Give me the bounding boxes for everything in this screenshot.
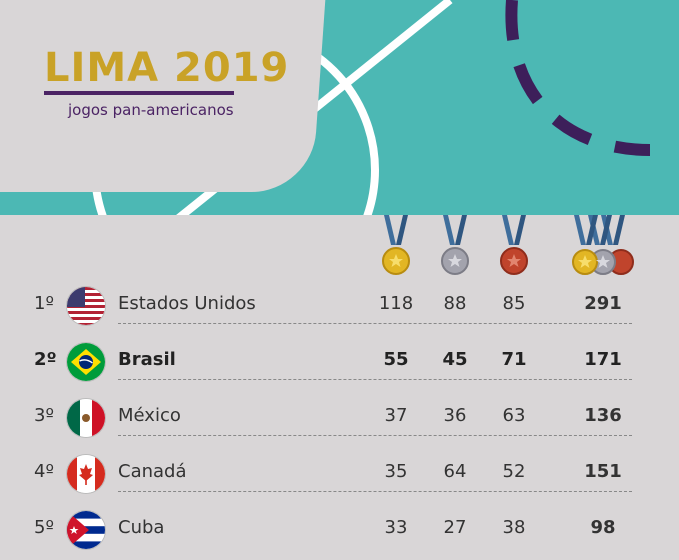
rank: 2º	[34, 349, 57, 370]
silver-count: 36	[443, 405, 467, 426]
gold-count: 55	[383, 349, 409, 370]
table-row: 5º Cuba 33 27 38 98	[0, 500, 679, 556]
logo-underline	[44, 91, 234, 95]
rank: 3º	[34, 405, 54, 426]
total-count: 291	[584, 293, 622, 314]
rank: 1º	[34, 293, 54, 314]
total-count: 151	[584, 461, 622, 482]
gold-medal-icon	[379, 215, 413, 277]
country-name: Canadá	[118, 461, 187, 482]
gold-count: 37	[384, 405, 408, 426]
brazil-flag-icon	[66, 342, 106, 382]
table-row: 3º México 37 36 63 136	[0, 388, 679, 444]
gold-count: 33	[384, 517, 408, 538]
total-count: 171	[584, 349, 622, 370]
silver-medal-icon	[438, 215, 472, 277]
table-row: 2º Brasil 55 45 71 171	[0, 332, 679, 388]
silver-count: 64	[443, 461, 467, 482]
country-name: Cuba	[118, 517, 165, 538]
total-count: 98	[590, 517, 616, 538]
total-medals-icon	[568, 215, 638, 277]
bronze-count: 38	[502, 517, 526, 538]
rank: 5º	[34, 517, 54, 538]
country-name: Estados Unidos	[118, 293, 256, 314]
row-divider	[118, 491, 632, 492]
silver-count: 45	[442, 349, 468, 370]
mexico-flag-icon	[66, 398, 106, 438]
table-row: 4º Canadá 35 64 52 151	[0, 444, 679, 500]
bronze-count: 71	[501, 349, 527, 370]
usa-flag-icon	[66, 286, 106, 326]
bronze-count: 85	[502, 293, 526, 314]
total-count: 136	[584, 405, 622, 426]
table-row: 1º Estados Unidos 118 88 85 291	[0, 276, 679, 332]
row-divider	[118, 379, 632, 380]
row-divider	[118, 323, 632, 324]
country-name: México	[118, 405, 181, 426]
bronze-count: 52	[502, 461, 526, 482]
event-title: LIMA 2019	[44, 45, 290, 91]
canada-flag-icon	[66, 454, 106, 494]
row-divider	[118, 435, 632, 436]
gold-count: 35	[384, 461, 408, 482]
event-subtitle: jogos pan-americanos	[68, 101, 234, 119]
rank: 4º	[34, 461, 54, 482]
gold-count: 118	[378, 293, 414, 314]
silver-count: 88	[443, 293, 467, 314]
bronze-medal-icon	[497, 215, 531, 277]
header-banner: LIMA 2019 jogos pan-americanos	[0, 0, 679, 215]
cuba-flag-icon	[66, 510, 106, 550]
event-logo: LIMA 2019 jogos pan-americanos	[44, 46, 289, 119]
silver-count: 27	[443, 517, 467, 538]
country-name: Brasil	[118, 349, 176, 370]
bronze-count: 63	[502, 405, 526, 426]
